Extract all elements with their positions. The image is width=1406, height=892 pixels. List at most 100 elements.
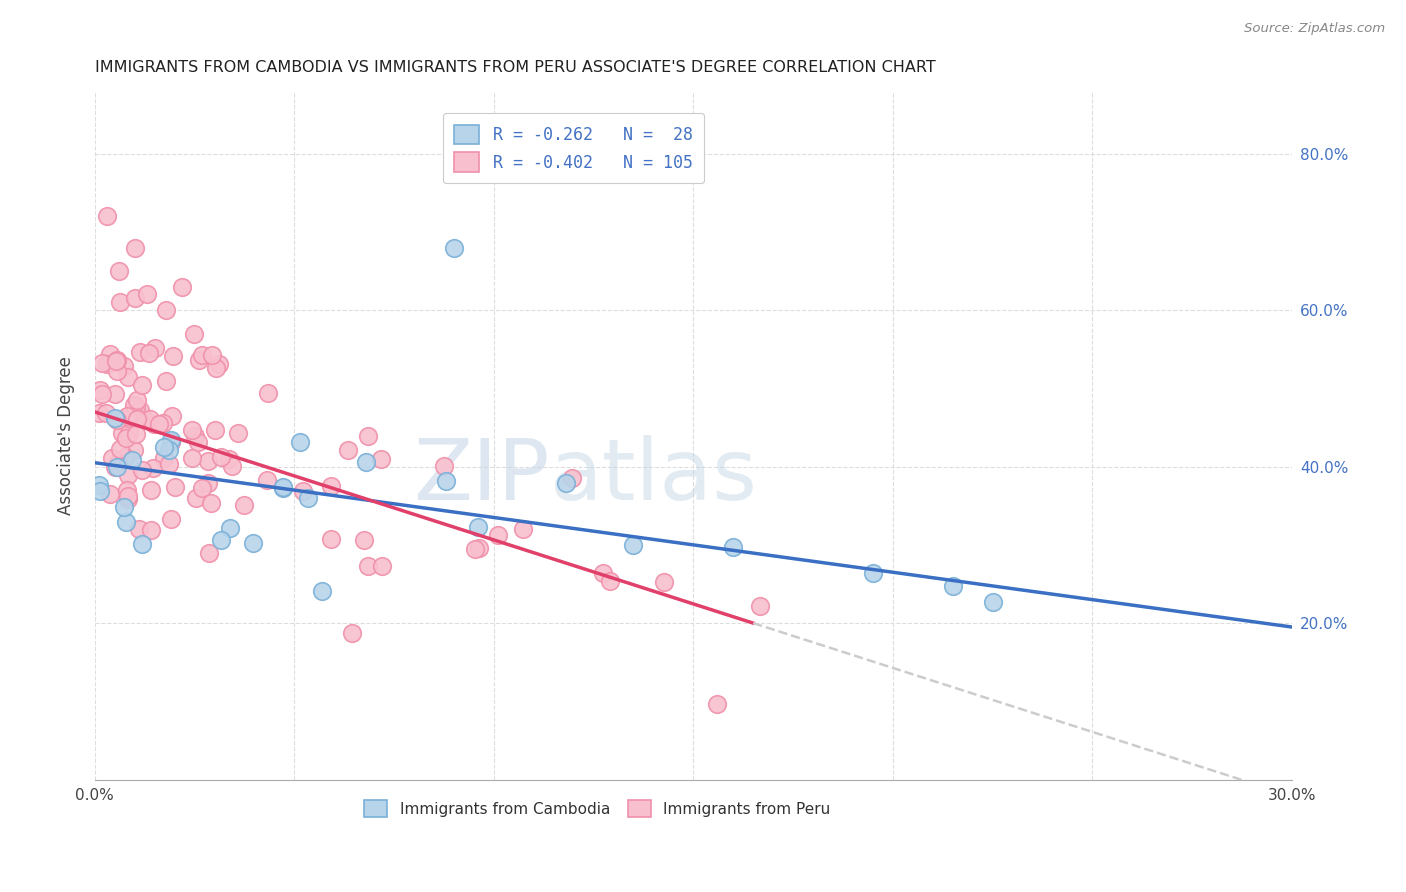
Point [114,450,136,465]
Point [321,532,343,546]
Point [112,500,135,515]
Point [89,384,111,398]
Point [91,355,114,369]
Point [353,533,375,547]
Point [142,461,165,475]
Point [370,559,392,574]
Point [117,369,139,384]
Point [157,443,180,458]
Point [104,459,127,474]
Point [107,353,129,368]
Point [96,209,118,223]
Point [188,353,211,368]
Point [115,409,138,424]
Text: Source: ZipAtlas.com: Source: ZipAtlas.com [1244,22,1385,36]
Point [117,467,139,482]
Point [273,481,295,495]
Point [107,264,129,278]
Point [125,427,148,442]
Point [200,496,222,510]
Point [104,386,127,401]
Point [122,398,145,412]
Point [209,450,232,464]
Point [232,499,254,513]
Point [443,241,465,255]
Point [191,481,214,495]
Point [131,378,153,392]
Point [139,412,162,426]
Point [117,492,139,507]
Point [197,475,219,490]
Point [204,360,226,375]
Point [118,422,141,436]
Point [257,386,280,401]
Point [108,294,131,309]
Point [87,406,110,420]
Point [141,483,163,498]
Point [198,546,221,560]
Point [104,410,127,425]
Point [160,434,183,449]
Point [748,599,770,614]
Point [554,475,576,490]
Point [124,291,146,305]
Point [105,364,128,378]
Point [101,451,124,466]
Point [204,423,226,437]
Point [218,521,240,535]
Point [183,429,205,443]
Point [623,538,645,552]
Point [162,350,184,364]
Point [512,522,534,536]
Point [153,440,176,454]
Point [197,454,219,468]
Point [163,480,186,494]
Point [191,348,214,362]
Point [256,473,278,487]
Point [157,457,180,471]
Point [115,431,138,445]
Point [129,345,152,359]
Point [467,520,489,534]
Point [155,303,177,318]
Point [159,512,181,526]
Point [152,450,174,465]
Point [208,357,231,371]
Point [187,434,209,449]
Point [652,574,675,589]
Point [105,413,128,427]
Point [297,491,319,506]
Point [108,442,131,456]
Point [181,450,204,465]
Point [486,528,509,542]
Point [115,483,138,497]
Point [183,326,205,341]
Point [172,279,194,293]
Point [125,400,148,414]
Point [105,460,128,475]
Point [464,541,486,556]
Point [117,489,139,503]
Point [129,402,152,417]
Point [160,409,183,424]
Point [433,458,456,473]
Point [141,523,163,537]
Point [131,462,153,476]
Point [122,443,145,458]
Point [599,574,621,589]
Point [321,479,343,493]
Point [112,359,135,373]
Point [226,426,249,441]
Point [721,540,744,554]
Point [127,392,149,407]
Point [98,487,121,501]
Point [131,537,153,551]
Point [291,484,314,499]
Point [357,558,380,573]
Point [592,566,614,580]
Point [89,484,111,499]
Point [221,458,243,473]
Text: atlas: atlas [550,435,758,518]
Point [311,584,333,599]
Text: IMMIGRANTS FROM CAMBODIA VS IMMIGRANTS FROM PERU ASSOCIATE'S DEGREE CORRELATION : IMMIGRANTS FROM CAMBODIA VS IMMIGRANTS F… [94,60,935,75]
